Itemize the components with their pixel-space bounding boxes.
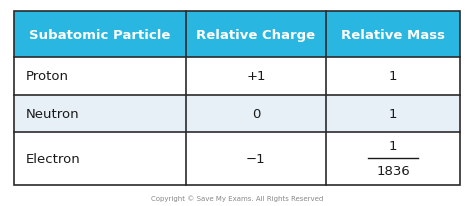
Bar	[14, 12, 186, 57]
Text: 1: 1	[389, 108, 397, 120]
Text: +1: +1	[246, 70, 266, 83]
Bar	[326, 95, 460, 133]
Text: 1: 1	[389, 70, 397, 83]
Text: 0: 0	[252, 108, 260, 120]
Bar	[326, 57, 460, 95]
Bar	[186, 95, 326, 133]
Text: Copyright © Save My Exams. All Rights Reserved: Copyright © Save My Exams. All Rights Re…	[151, 194, 323, 201]
Bar	[186, 57, 326, 95]
Bar	[186, 12, 326, 57]
Text: Proton: Proton	[26, 70, 69, 83]
Bar	[14, 57, 186, 95]
Text: Neutron: Neutron	[26, 108, 80, 120]
Text: −1: −1	[246, 153, 266, 166]
Bar	[326, 12, 460, 57]
Bar	[326, 133, 460, 185]
Text: Relative Charge: Relative Charge	[196, 28, 316, 41]
Text: 1: 1	[389, 139, 397, 152]
Text: Subatomic Particle: Subatomic Particle	[29, 28, 171, 41]
Bar	[14, 95, 186, 133]
Bar	[14, 133, 186, 185]
Text: 1836: 1836	[376, 164, 410, 177]
Bar	[186, 133, 326, 185]
Text: Relative Mass: Relative Mass	[341, 28, 445, 41]
Bar	[14, 12, 460, 185]
Text: Electron: Electron	[26, 153, 81, 166]
